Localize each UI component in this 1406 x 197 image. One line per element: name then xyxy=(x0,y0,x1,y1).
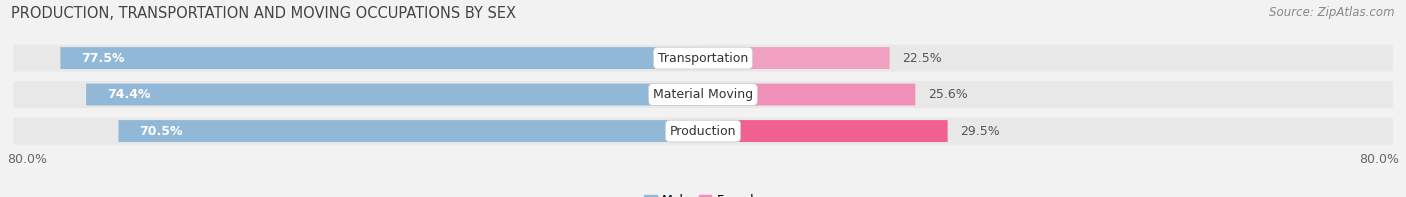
Text: 22.5%: 22.5% xyxy=(903,52,942,65)
Text: 74.4%: 74.4% xyxy=(107,88,150,101)
FancyBboxPatch shape xyxy=(86,84,703,106)
Text: Material Moving: Material Moving xyxy=(652,88,754,101)
Text: Source: ZipAtlas.com: Source: ZipAtlas.com xyxy=(1270,6,1395,19)
Text: 29.5%: 29.5% xyxy=(960,125,1000,138)
FancyBboxPatch shape xyxy=(13,45,1393,72)
Text: 80.0%: 80.0% xyxy=(1360,153,1399,166)
Text: 77.5%: 77.5% xyxy=(82,52,125,65)
FancyBboxPatch shape xyxy=(703,84,915,106)
FancyBboxPatch shape xyxy=(13,118,1393,145)
FancyBboxPatch shape xyxy=(703,120,948,142)
Text: 80.0%: 80.0% xyxy=(7,153,46,166)
Text: PRODUCTION, TRANSPORTATION AND MOVING OCCUPATIONS BY SEX: PRODUCTION, TRANSPORTATION AND MOVING OC… xyxy=(11,6,516,21)
Text: 70.5%: 70.5% xyxy=(139,125,183,138)
FancyBboxPatch shape xyxy=(118,120,703,142)
Text: Transportation: Transportation xyxy=(658,52,748,65)
Legend: Male, Female: Male, Female xyxy=(640,190,766,197)
Text: 25.6%: 25.6% xyxy=(928,88,967,101)
FancyBboxPatch shape xyxy=(60,47,703,69)
Text: Production: Production xyxy=(669,125,737,138)
FancyBboxPatch shape xyxy=(13,81,1393,108)
FancyBboxPatch shape xyxy=(703,47,890,69)
